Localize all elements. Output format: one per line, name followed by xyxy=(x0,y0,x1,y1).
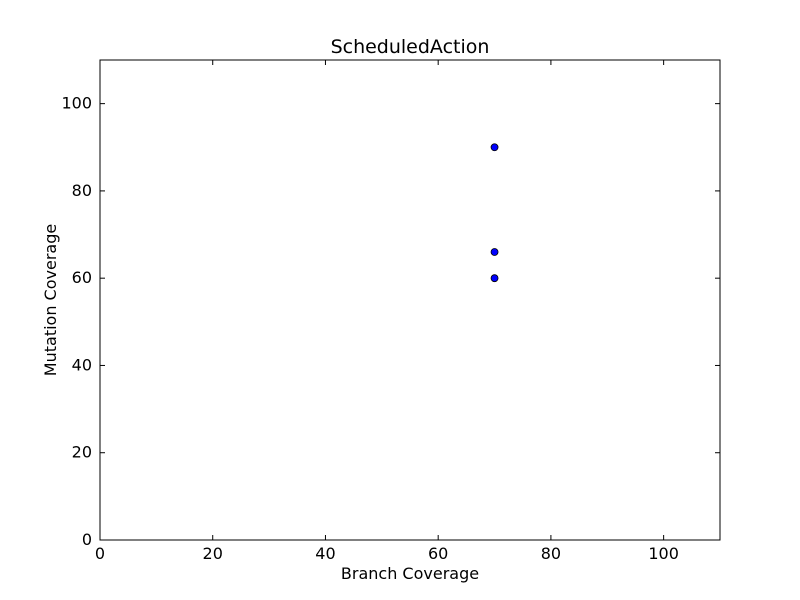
y-axis-label: Mutation Coverage xyxy=(41,224,60,376)
x-tick-label: 100 xyxy=(648,544,679,563)
plot-area xyxy=(100,60,720,540)
y-tick-label: 60 xyxy=(72,268,92,287)
x-tick-label: 0 xyxy=(95,544,105,563)
scatter-point xyxy=(490,274,499,283)
plot-frame xyxy=(99,59,721,541)
scatter-point xyxy=(490,143,499,152)
x-tick-label: 40 xyxy=(315,544,335,563)
y-tick-label: 100 xyxy=(61,94,92,113)
y-tick-label: 0 xyxy=(82,530,92,549)
y-tick-label: 80 xyxy=(72,181,92,200)
x-axis-ticks: 0 20 40 60 80 100 xyxy=(95,60,679,563)
x-tick-label: 60 xyxy=(428,544,448,563)
x-axis-label: Branch Coverage xyxy=(341,564,479,583)
data-points xyxy=(490,143,499,283)
y-axis-ticks: 0 20 40 60 80 100 xyxy=(61,94,720,549)
y-tick-label: 20 xyxy=(72,443,92,462)
chart-title: ScheduledAction xyxy=(331,36,490,58)
x-tick-label: 20 xyxy=(203,544,223,563)
scatter-point xyxy=(490,248,499,256)
y-tick-label: 40 xyxy=(72,355,92,374)
x-tick-label: 80 xyxy=(541,544,561,563)
